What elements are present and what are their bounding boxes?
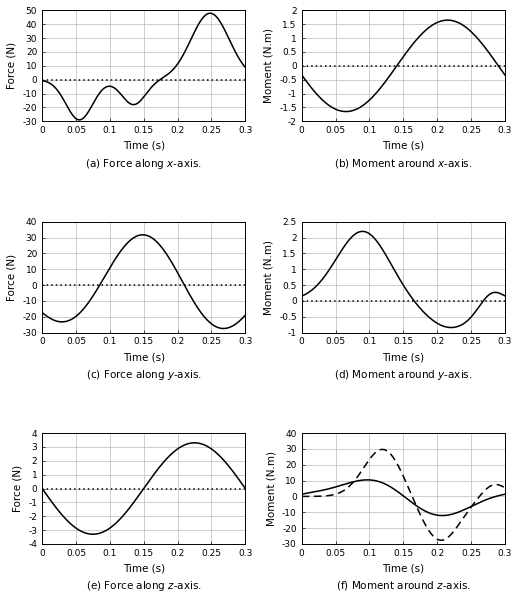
Text: (e) Force along $\mathit{z}$-axis.: (e) Force along $\mathit{z}$-axis. [86,579,202,593]
Y-axis label: Moment (N.m): Moment (N.m) [264,29,274,104]
X-axis label: Time (s): Time (s) [122,563,165,573]
Text: (d) Moment around $\mathit{y}$-axis.: (d) Moment around $\mathit{y}$-axis. [334,368,473,382]
X-axis label: Time (s): Time (s) [122,352,165,362]
Y-axis label: Force (N): Force (N) [12,465,23,512]
Y-axis label: Force (N): Force (N) [7,42,17,90]
X-axis label: Time (s): Time (s) [122,141,165,150]
X-axis label: Time (s): Time (s) [382,141,425,150]
Y-axis label: Moment (N.m): Moment (N.m) [264,240,274,315]
Y-axis label: Moment (N.m): Moment (N.m) [266,451,277,526]
Text: (f) Moment around $\mathit{z}$-axis.: (f) Moment around $\mathit{z}$-axis. [336,579,471,593]
Y-axis label: Force (N): Force (N) [7,253,17,301]
X-axis label: Time (s): Time (s) [382,352,425,362]
X-axis label: Time (s): Time (s) [382,563,425,573]
Text: (c) Force along $\mathit{y}$-axis.: (c) Force along $\mathit{y}$-axis. [86,368,202,382]
Text: (a) Force along $\mathit{x}$-axis.: (a) Force along $\mathit{x}$-axis. [85,157,202,171]
Text: (b) Moment around $\mathit{x}$-axis.: (b) Moment around $\mathit{x}$-axis. [334,157,473,170]
